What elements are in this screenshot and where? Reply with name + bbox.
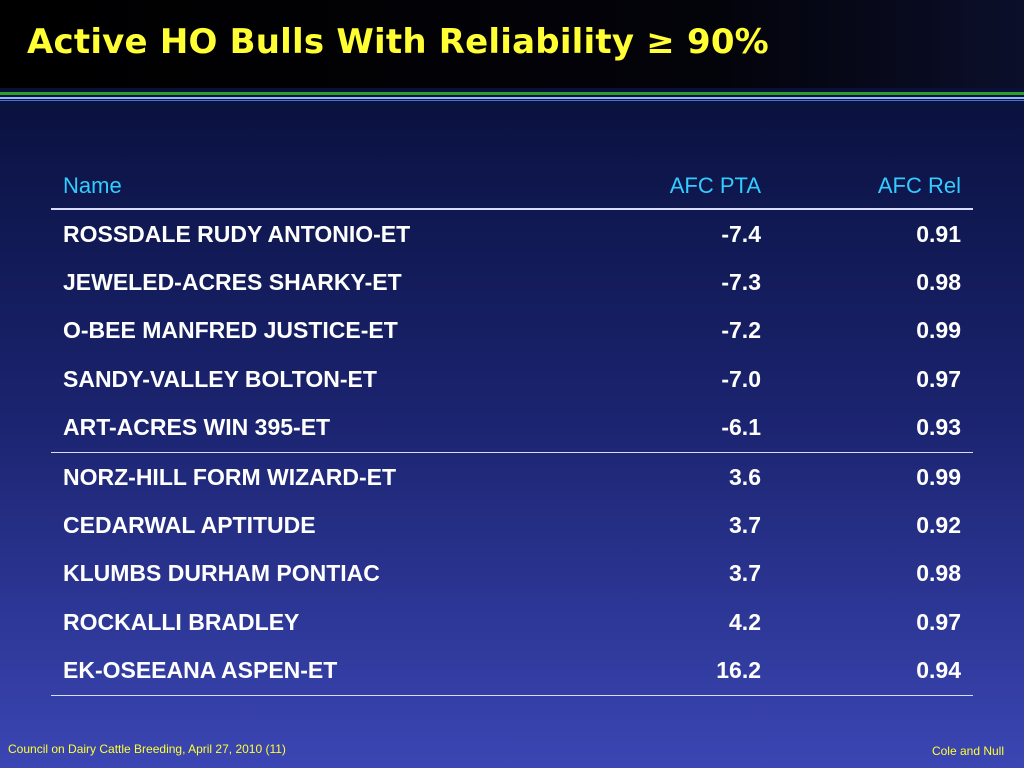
table-row: ART-ACRES WIN 395-ET -6.1 0.93 — [51, 403, 973, 453]
bull-name: NORZ-HILL FORM WIZARD-ET — [63, 463, 397, 490]
footer-authors: Cole and Null — [931, 744, 1004, 758]
column-header-afc-pta: AFC PTA — [549, 164, 773, 210]
bull-name: KLUMBS DURHAM PONTIAC — [63, 560, 380, 587]
bull-name: CEDARWAL APTITUDE — [63, 512, 316, 539]
afc-pta-value: -6.1 — [549, 403, 773, 453]
column-header-name: Name — [51, 164, 549, 210]
bull-name: O-BEE MANFRED JUSTICE-ET — [63, 317, 398, 344]
afc-rel-value: 0.92 — [916, 512, 961, 539]
afc-rel-value: 0.99 — [916, 317, 961, 344]
afc-pta-value: -7.3 — [721, 269, 761, 296]
column-header-afc-rel: AFC Rel — [773, 164, 973, 210]
afc-pta-value: 3.6 — [729, 463, 761, 490]
afc-pta-value: 3.7 — [729, 560, 761, 587]
afc-pta-value: 3.7 — [729, 512, 761, 539]
title-bar: Active HO Bulls With Reliability ≥ 90% — [0, 0, 1024, 88]
slide-title: Active HO Bulls With Reliability ≥ 90% — [27, 22, 769, 62]
afc-rel-value: 0.99 — [916, 463, 961, 490]
table-row: JEWELED-ACRES SHARKY-ET -7.3 0.98 — [51, 258, 973, 306]
bull-name: ART-ACRES WIN 395-ET — [51, 403, 549, 453]
table-row: ROSSDALE RUDY ANTONIO-ET -7.4 0.91 — [51, 209, 973, 258]
bull-name: ROSSDALE RUDY ANTONIO-ET — [63, 220, 411, 247]
footer-source: Council on Dairy Cattle Breeding, April … — [8, 742, 286, 756]
table-row: NORZ-HILL FORM WIZARD-ET 3.6 0.99 — [51, 452, 973, 501]
table-row: KLUMBS DURHAM PONTIAC 3.7 0.98 — [51, 550, 973, 598]
afc-pta-value: -7.2 — [721, 317, 761, 344]
table-row: SANDY-VALLEY BOLTON-ET -7.0 0.97 — [51, 355, 973, 403]
table-row: EK-OSEEANA ASPEN-ET 16.2 0.94 — [51, 646, 973, 696]
bull-name: ROCKALLI BRADLEY — [63, 608, 300, 635]
afc-pta-value: -7.0 — [721, 365, 761, 392]
afc-pta-value: 4.2 — [729, 608, 761, 635]
title-divider-green — [0, 92, 1024, 95]
table-row: O-BEE MANFRED JUSTICE-ET -7.2 0.99 — [51, 307, 973, 355]
table-header-row: Name AFC PTA AFC Rel — [51, 164, 973, 210]
afc-rel-value: 0.94 — [773, 646, 973, 696]
table-row: ROCKALLI BRADLEY 4.2 0.97 — [51, 598, 973, 646]
bull-name: SANDY-VALLEY BOLTON-ET — [63, 365, 377, 392]
afc-rel-value: 0.97 — [916, 365, 961, 392]
table-row: CEDARWAL APTITUDE 3.7 0.92 — [51, 501, 973, 549]
afc-rel-value: 0.97 — [916, 608, 961, 635]
afc-rel-value: 0.91 — [916, 220, 961, 247]
afc-rel-value: 0.93 — [773, 403, 973, 453]
bulls-table: Name AFC PTA AFC Rel ROSSDALE RUDY ANTON… — [51, 164, 973, 696]
afc-pta-value: -7.4 — [721, 220, 761, 247]
bull-name: JEWELED-ACRES SHARKY-ET — [63, 269, 402, 296]
title-divider-blue — [0, 97, 1024, 99]
afc-pta-value: 16.2 — [549, 646, 773, 696]
afc-rel-value: 0.98 — [916, 560, 961, 587]
title-divider-thin — [0, 100, 1024, 101]
afc-rel-value: 0.98 — [916, 269, 961, 296]
bull-name: EK-OSEEANA ASPEN-ET — [51, 646, 549, 696]
